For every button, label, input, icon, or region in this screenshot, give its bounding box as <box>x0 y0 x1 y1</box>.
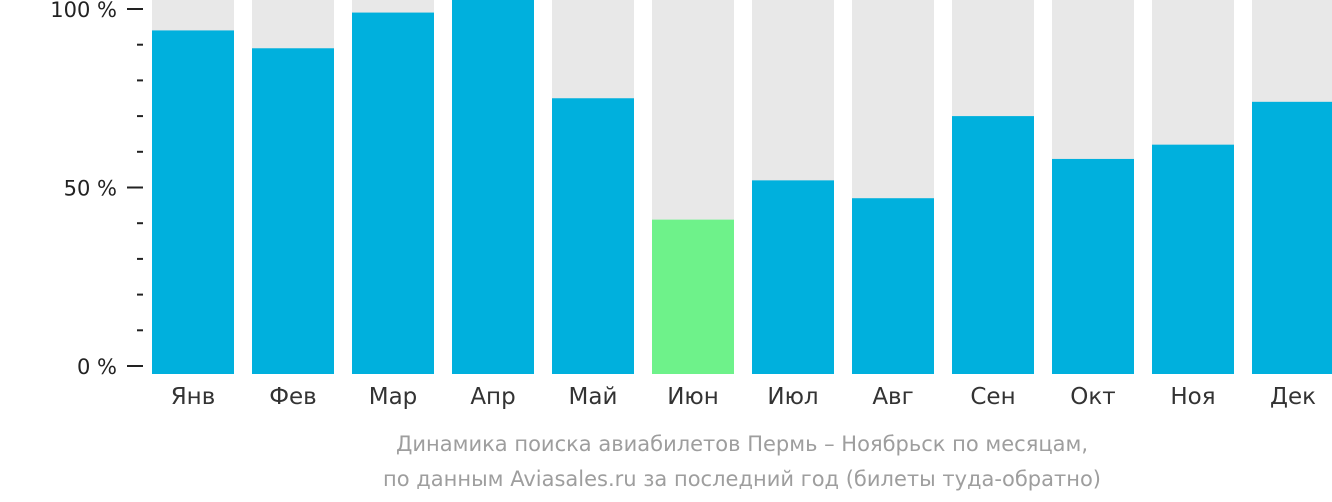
bar-8 <box>852 198 934 374</box>
chart-caption-line-2: по данным Aviasales.ru за последний год … <box>383 467 1101 491</box>
x-tick-label: Ноя <box>1170 384 1215 410</box>
y-tick-label: 100 % <box>50 0 117 22</box>
bar-1 <box>152 30 234 374</box>
x-tick-label: Июн <box>667 384 719 410</box>
bar-chart: 0 % 50 % 100 % Янв Фев Мар Апр Май Июн Июл Авг Сен… <box>50 0 1332 410</box>
x-tick-label: Авг <box>872 384 913 410</box>
x-tick-label: Окт <box>1070 384 1115 410</box>
bar-4 <box>452 0 534 374</box>
chart-caption-line-1: Динамика поиска авиабилетов Пермь – Нояб… <box>395 432 1089 456</box>
bar-3 <box>352 12 434 374</box>
x-tick-label: Июл <box>767 384 818 410</box>
y-tick-label: 0 % <box>77 355 117 379</box>
bar-2 <box>252 48 334 375</box>
x-tick-label: Май <box>569 384 618 410</box>
bar-10 <box>1052 158 1134 374</box>
x-tick-label: Мар <box>369 384 418 410</box>
y-tick-label: 50 % <box>64 177 117 201</box>
bar-9 <box>952 116 1034 374</box>
bar-7 <box>752 180 834 374</box>
data-bars <box>152 0 1332 375</box>
bar-6 <box>652 219 734 374</box>
bar-11 <box>1152 144 1234 374</box>
x-tick-label: Сен <box>970 384 1015 410</box>
y-axis: 0 % 50 % 100 % <box>50 0 143 379</box>
x-axis-labels: Янв Фев Мар Апр Май Июн Июл Авг Сен Окт Ноя Дек <box>171 384 1316 410</box>
bar-5 <box>552 98 634 374</box>
x-tick-label: Апр <box>470 384 515 410</box>
x-tick-label: Дек <box>1270 384 1316 410</box>
bar-12 <box>1252 101 1332 374</box>
x-tick-label: Фев <box>269 384 317 410</box>
x-tick-label: Янв <box>171 384 216 410</box>
